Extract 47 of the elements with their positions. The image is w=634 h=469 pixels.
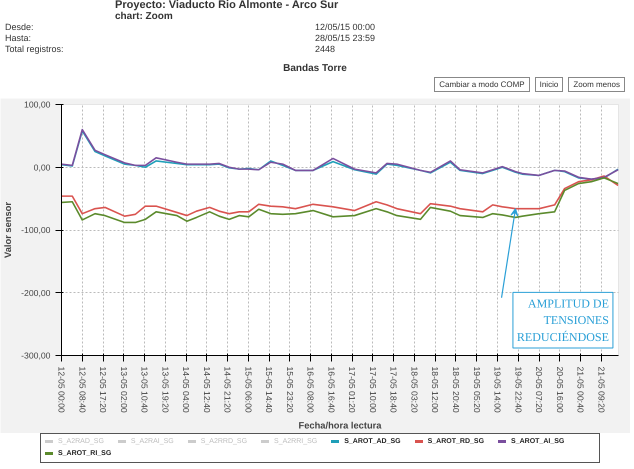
x-tick-label: 17-05 10:00 xyxy=(368,366,378,413)
text: 12/05/15 00:00 xyxy=(315,22,376,33)
y-axis-title: Valor sensor xyxy=(3,202,14,258)
y-tick-label: 100,00 xyxy=(24,100,51,110)
text: Zoom menos xyxy=(568,77,625,92)
x-tick-label: 15-05 23:20 xyxy=(284,366,295,413)
x-tick-label: 13-05 02:00 xyxy=(118,366,129,413)
y-tick-label: -300,00 xyxy=(21,350,51,360)
x-tick-label: 12-05 08:40 xyxy=(77,366,88,413)
text: Proyecto: Viaducto Rio Almonte - Arco Sur xyxy=(115,0,340,11)
x-tick-label: 12-05 17:20 xyxy=(98,366,108,413)
x-tick-label: 20-05 16:00 xyxy=(554,366,565,413)
y-tick-label: 0,00 xyxy=(34,162,51,172)
x-tick-label: 21-05 00:40 xyxy=(576,366,586,413)
text: Hasta: xyxy=(5,33,32,44)
text: 2448 xyxy=(315,44,336,55)
chart-title: Bandas Torre xyxy=(282,63,348,74)
text: Cambiar a modo COMP xyxy=(434,77,530,92)
x-tick-label: 14-05 12:40 xyxy=(202,366,212,413)
text: 28/05/15 23:59 xyxy=(315,33,376,44)
x-tick-label: 15-05 14:40 xyxy=(264,366,274,413)
x-axis-title: Fecha/hora lectura xyxy=(298,420,382,431)
x-tick-label: 18-05 03:20 xyxy=(409,366,420,413)
x-tick-label: 17-05 01:20 xyxy=(347,366,358,413)
x-tick-label: 18-05 12:00 xyxy=(430,366,440,413)
text: Inicio xyxy=(534,77,564,92)
y-tick-label: -100,00 xyxy=(21,225,51,235)
x-tick-label: 19-05 14:00 xyxy=(492,366,503,413)
annotation: AMPLITUD DE TENSIONES REDUCIÉNDOSE xyxy=(516,296,609,344)
x-tick-label: 21-05 09:20 xyxy=(596,366,606,413)
x-tick-label: 17-05 18:40 xyxy=(388,366,399,413)
x-tick-label: 19-05 22:40 xyxy=(513,366,524,413)
x-tick-label: 13-05 19:20 xyxy=(160,366,170,413)
x-tick-label: 16-05 08:00 xyxy=(306,366,316,413)
x-tick-label: 15-05 06:00 xyxy=(243,366,254,413)
text: Desde: xyxy=(5,22,35,33)
x-tick-label: 18-05 20:40 xyxy=(450,366,461,413)
x-tick-label: 20-05 07:20 xyxy=(534,366,544,413)
x-tick-label: 14-05 21:20 xyxy=(222,366,233,413)
text: Total registros: xyxy=(5,44,65,55)
x-tick-label: 14-05 04:00 xyxy=(181,366,192,413)
x-tick-label: 19-05 05:20 xyxy=(472,366,482,413)
x-tick-label: 12-05 00:00 xyxy=(56,366,66,413)
text: chart: Zoom xyxy=(115,11,174,22)
y-tick-label: -200,00 xyxy=(21,288,51,298)
x-tick-label: 16-05 16:40 xyxy=(326,366,336,413)
x-tick-label: 13-05 10:40 xyxy=(140,366,150,413)
